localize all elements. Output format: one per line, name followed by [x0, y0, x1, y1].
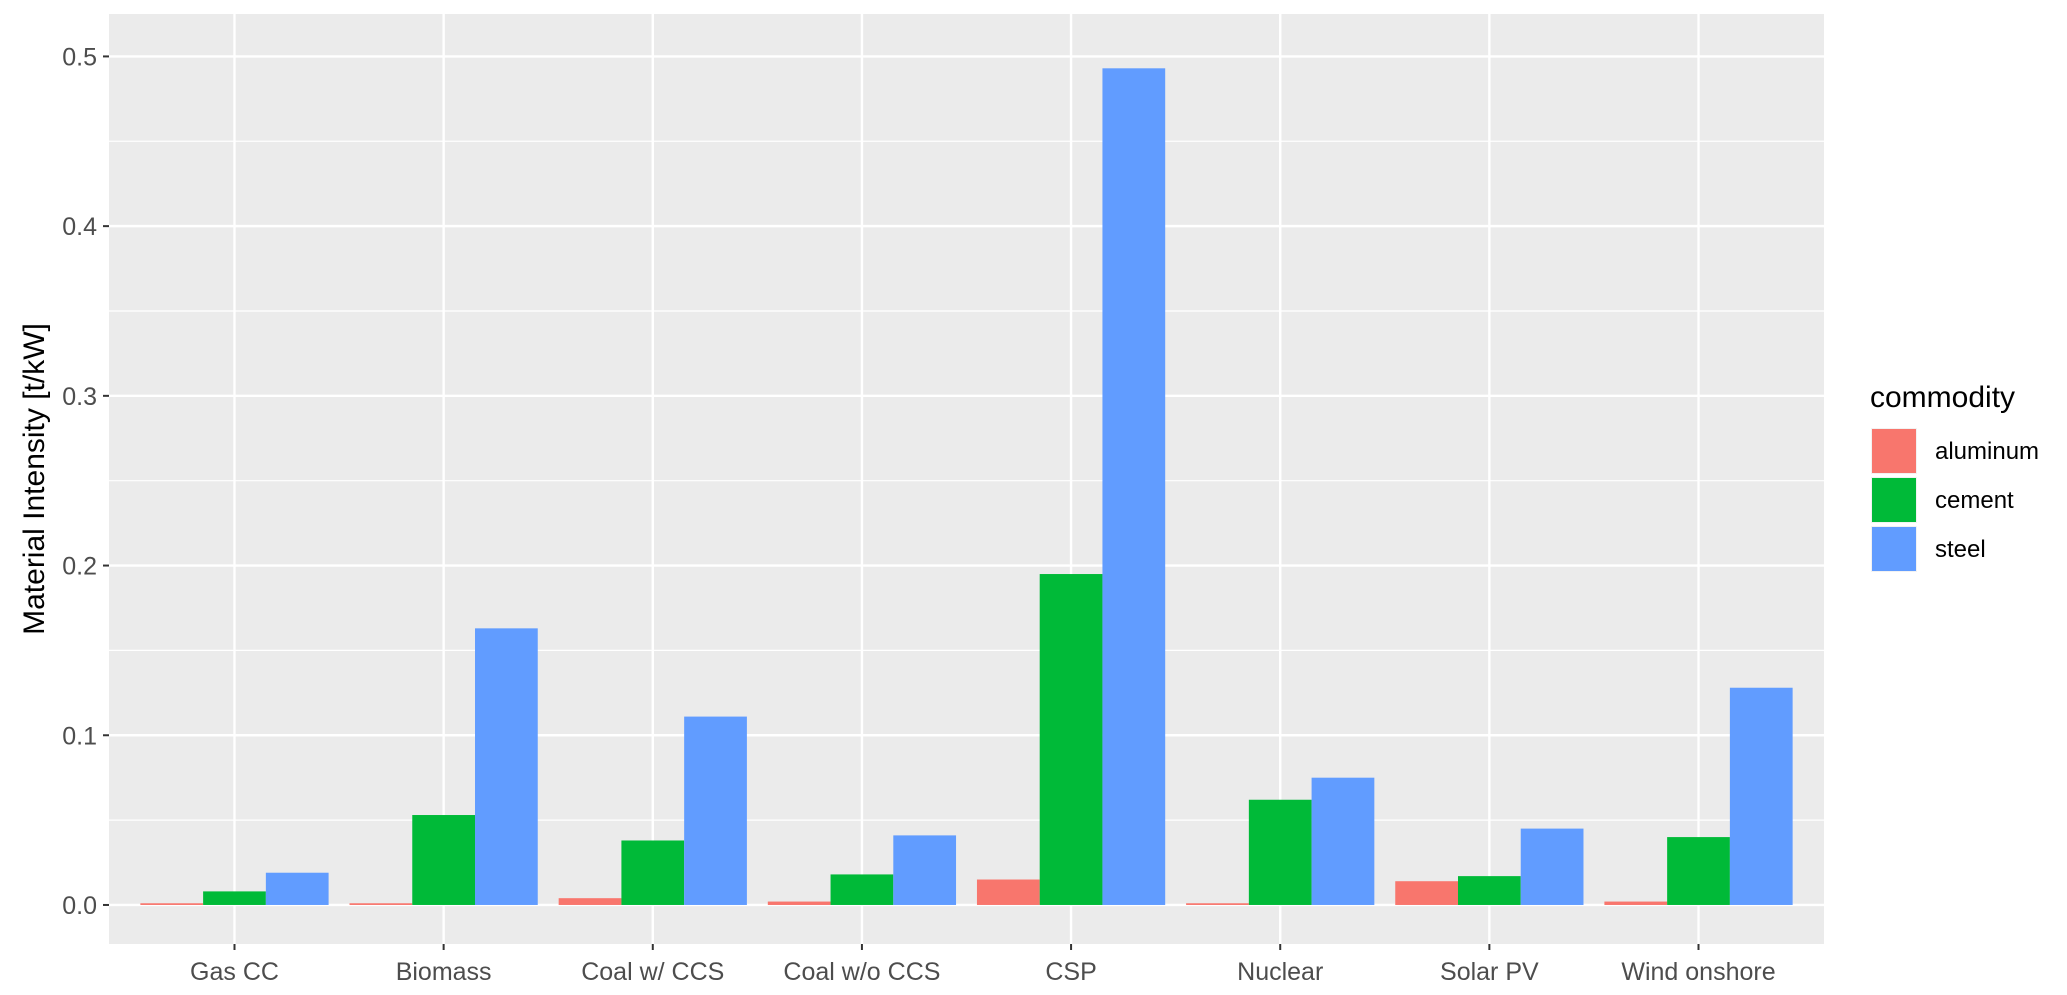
bars [140, 68, 1793, 905]
y-tick-label: 0.2 [62, 553, 97, 581]
bar-cement [1457, 876, 1521, 905]
x-tick-label: Solar PV [1440, 958, 1539, 986]
bar-cement [412, 815, 476, 905]
legend: commodity aluminum cement steel [1870, 381, 2039, 572]
x-tick-label: Coal w/ CCS [581, 958, 724, 986]
y-tick-label: 0.0 [62, 892, 97, 920]
y-tick-label: 0.1 [62, 722, 97, 750]
bar-cement [1667, 837, 1730, 905]
bar-aluminum [1186, 903, 1249, 905]
bar-aluminum [976, 879, 1040, 905]
x-tick-label: Coal w/o CCS [783, 958, 940, 986]
bar-aluminum [1395, 881, 1458, 905]
x-axis: Gas CC Biomass Coal w/ CCS Coal w/o CCS CSP N… [190, 944, 1776, 986]
legend-swatch-steel [1872, 527, 1916, 571]
legend-label-aluminum: aluminum [1935, 438, 2039, 465]
y-axis: 0.0 0.1 0.2 0.3 0.4 0.5 [62, 43, 109, 920]
x-tick-label: Wind onshore [1621, 958, 1775, 986]
bar-aluminum [1604, 901, 1668, 905]
bar-steel [475, 628, 538, 905]
bar-cement [830, 874, 894, 905]
bar-cement [1039, 574, 1103, 905]
minor-gridlines [109, 140, 1824, 821]
x-tick-label: Gas CC [190, 958, 279, 986]
y-tick-label: 0.4 [62, 213, 97, 241]
bar-aluminum [349, 903, 413, 905]
bar-aluminum [767, 901, 831, 905]
y-axis-title: Material Intensity [t/kW] [18, 323, 51, 635]
legend-swatch-cement [1872, 478, 1916, 522]
legend-items: aluminum cement steel [1871, 428, 2039, 572]
bar-steel [1311, 777, 1375, 905]
bar-steel [684, 716, 747, 905]
legend-label-cement: cement [1935, 487, 2014, 514]
bar-aluminum [140, 903, 204, 905]
x-tick-label: Nuclear [1237, 958, 1323, 986]
x-tick-label: CSP [1045, 958, 1096, 986]
plot-panel [109, 14, 1824, 944]
bar-cement [1248, 799, 1312, 905]
legend-title: commodity [1870, 381, 2015, 414]
legend-label-steel: steel [1935, 536, 1986, 563]
legend-swatch-aluminum [1872, 429, 1916, 473]
y-tick-label: 0.5 [62, 43, 97, 71]
bar-aluminum [558, 898, 622, 905]
bar-steel [1729, 687, 1793, 905]
y-tick-label: 0.3 [62, 383, 97, 411]
bar-steel [1102, 68, 1166, 905]
bar-steel [1520, 828, 1584, 905]
bar-cement [203, 891, 266, 905]
x-tick-label: Biomass [396, 958, 492, 986]
bar-steel [265, 872, 329, 905]
bar-cement [621, 840, 685, 905]
bar-steel [893, 835, 957, 905]
